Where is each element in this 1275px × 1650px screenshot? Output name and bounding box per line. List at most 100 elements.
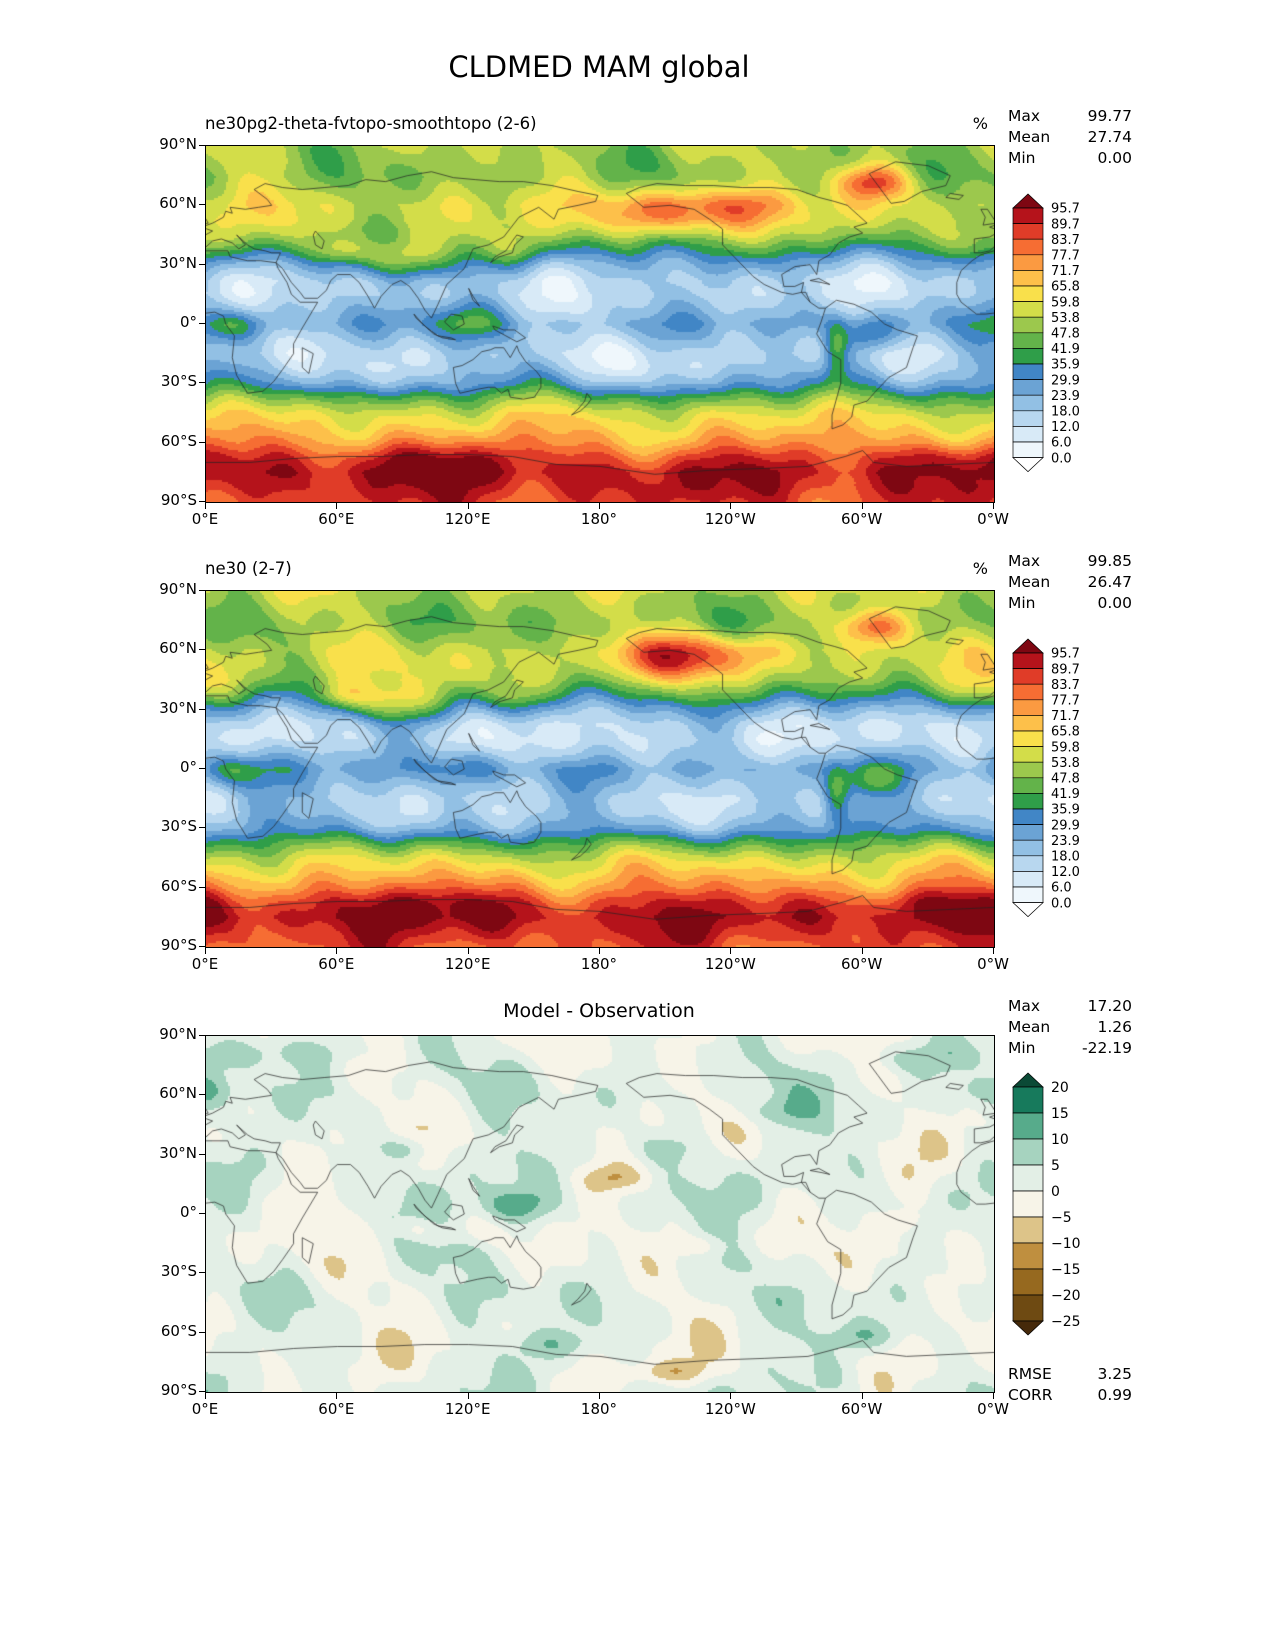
colorbar-segment xyxy=(1012,1294,1044,1322)
colorbar-segment xyxy=(1012,441,1044,458)
axis-tick xyxy=(336,503,337,509)
lon-tick-label: 0°E xyxy=(191,955,219,973)
lon-tick-label: 180° xyxy=(580,510,618,528)
colorbar-segment xyxy=(1012,238,1044,256)
colorbar-segment xyxy=(1012,638,1044,654)
axis-tick xyxy=(205,1393,206,1399)
lon-tick-label: 120°E xyxy=(444,955,491,973)
colorbar-tick-label: 0 xyxy=(1051,1184,1060,1200)
map-canvas xyxy=(206,146,994,502)
stat-label: Max xyxy=(1008,107,1041,125)
colorbar-tick-label: −10 xyxy=(1051,1236,1081,1252)
axis-tick xyxy=(336,948,337,954)
colorbar-tick-label: 15 xyxy=(1051,1106,1069,1122)
lat-tick-label: 60°S xyxy=(160,431,197,450)
axis-tick xyxy=(730,948,731,954)
colorbar-segment xyxy=(1012,1242,1044,1270)
colorbar-segment xyxy=(1012,793,1044,810)
lat-tick-label: 90°S xyxy=(160,1381,197,1399)
axis-tick xyxy=(199,709,205,710)
lon-tick-label: 180° xyxy=(580,955,618,973)
colorbar-tick-label: 41.9 xyxy=(1051,787,1080,802)
colorbar-tick-label: 23.9 xyxy=(1051,389,1080,404)
colorbar-tick-label: 29.9 xyxy=(1051,818,1080,833)
axis-tick xyxy=(993,1393,994,1399)
axis-tick xyxy=(199,1035,205,1036)
colorbar-tick-label: 95.7 xyxy=(1051,647,1080,662)
colorbar-segment xyxy=(1012,699,1044,716)
axis-tick xyxy=(199,501,205,502)
colorbar-segment xyxy=(1012,223,1044,240)
stat-label: Mean xyxy=(1008,573,1051,591)
lon-tick-label: 180° xyxy=(580,1400,618,1418)
axis-tick xyxy=(199,204,205,205)
colorbar-segment xyxy=(1012,1320,1044,1336)
axis-tick xyxy=(199,1154,205,1155)
stat-row: Mean 1.26 xyxy=(1008,1017,1132,1038)
colorbar-tick-label: 77.7 xyxy=(1051,693,1080,708)
stat-label: Max xyxy=(1008,552,1041,570)
stat-value: 1.26 xyxy=(1097,1018,1132,1036)
rmse-corr-block: RMSE 3.25 CORR 0.99 xyxy=(1008,1364,1132,1406)
colorbar-segment xyxy=(1012,316,1044,334)
colorbar-segment xyxy=(1012,652,1044,669)
colorbar-tick-label: −5 xyxy=(1051,1210,1072,1226)
lat-tick-label: 90°N xyxy=(159,1025,197,1043)
colorbar-segment xyxy=(1012,824,1044,841)
axis-tick xyxy=(199,442,205,443)
lon-tick-label: 60°W xyxy=(840,1400,883,1418)
colorbar-tick-label: 89.7 xyxy=(1051,217,1080,232)
axis-tick xyxy=(199,768,205,769)
colorbar-tick-label: −25 xyxy=(1051,1314,1081,1330)
stat-label: CORR xyxy=(1008,1386,1053,1404)
colorbar-tick-label: −20 xyxy=(1051,1288,1081,1304)
map-canvas xyxy=(206,1036,994,1392)
colorbar-segment xyxy=(1012,761,1044,779)
colorbar-segment xyxy=(1012,332,1044,349)
lat-tick-label: 60°N xyxy=(159,194,197,213)
colorbar-segment xyxy=(1012,746,1044,763)
colorbar-segment xyxy=(1012,301,1044,318)
colorbar-segment xyxy=(1012,902,1044,918)
stats-block: Max 17.20 Mean 1.26 Min -22.19 xyxy=(1008,996,1132,1059)
colorbar-segment xyxy=(1012,683,1044,701)
colorbar-segment xyxy=(1012,1072,1044,1088)
colorbar-segment xyxy=(1012,1216,1044,1244)
lon-tick-label: 60°E xyxy=(318,1400,355,1418)
lat-tick-label: 60°S xyxy=(160,876,197,895)
colorbar-tick-label: 59.8 xyxy=(1051,740,1080,755)
axis-tick xyxy=(199,1272,205,1273)
colorbar-segment xyxy=(1012,207,1044,224)
colorbar-tick-label: 53.8 xyxy=(1051,311,1080,326)
lon-tick-label: 60°E xyxy=(318,510,355,528)
lat-tick-label: 0° xyxy=(179,758,197,776)
axis-tick xyxy=(199,382,205,383)
stat-label: RMSE xyxy=(1008,1365,1052,1383)
stat-value: 3.25 xyxy=(1097,1365,1132,1383)
stat-value: -22.19 xyxy=(1082,1039,1132,1057)
colorbar-tick-label: 0.0 xyxy=(1051,451,1072,466)
colorbar-segment xyxy=(1012,254,1044,271)
figure-title: CLDMED MAM global xyxy=(448,50,750,84)
lat-tick-label: 90°N xyxy=(159,135,197,153)
lon-tick-label: 120°E xyxy=(444,510,491,528)
lon-tick-label: 0°W xyxy=(977,955,1009,973)
colorbar-segment xyxy=(1012,285,1044,302)
colorbar-tick-label: 53.8 xyxy=(1051,756,1080,771)
colorbar-segment xyxy=(1012,1086,1044,1114)
colorbar-tick-label: 12.0 xyxy=(1051,865,1080,880)
colorbar: 20 15 10 5 0 −5 −10 −15 −20 −25 xyxy=(1012,1072,1081,1336)
stat-label: Min xyxy=(1008,149,1036,167)
lon-tick-label: 120°E xyxy=(444,1400,491,1418)
map-canvas-container xyxy=(205,1035,995,1393)
lat-tick-label: 0° xyxy=(179,313,197,331)
colorbar-tick-label: 65.8 xyxy=(1051,280,1080,295)
colorbar-segment xyxy=(1012,839,1044,857)
axis-tick xyxy=(599,1393,600,1399)
stat-value: 26.47 xyxy=(1087,573,1132,591)
colorbar-tick-label: 89.7 xyxy=(1051,662,1080,677)
colorbar-tick-label: 23.9 xyxy=(1051,834,1080,849)
lon-tick-label: 60°W xyxy=(840,510,883,528)
colorbar-segment xyxy=(1012,348,1044,365)
axis-tick xyxy=(599,503,600,509)
